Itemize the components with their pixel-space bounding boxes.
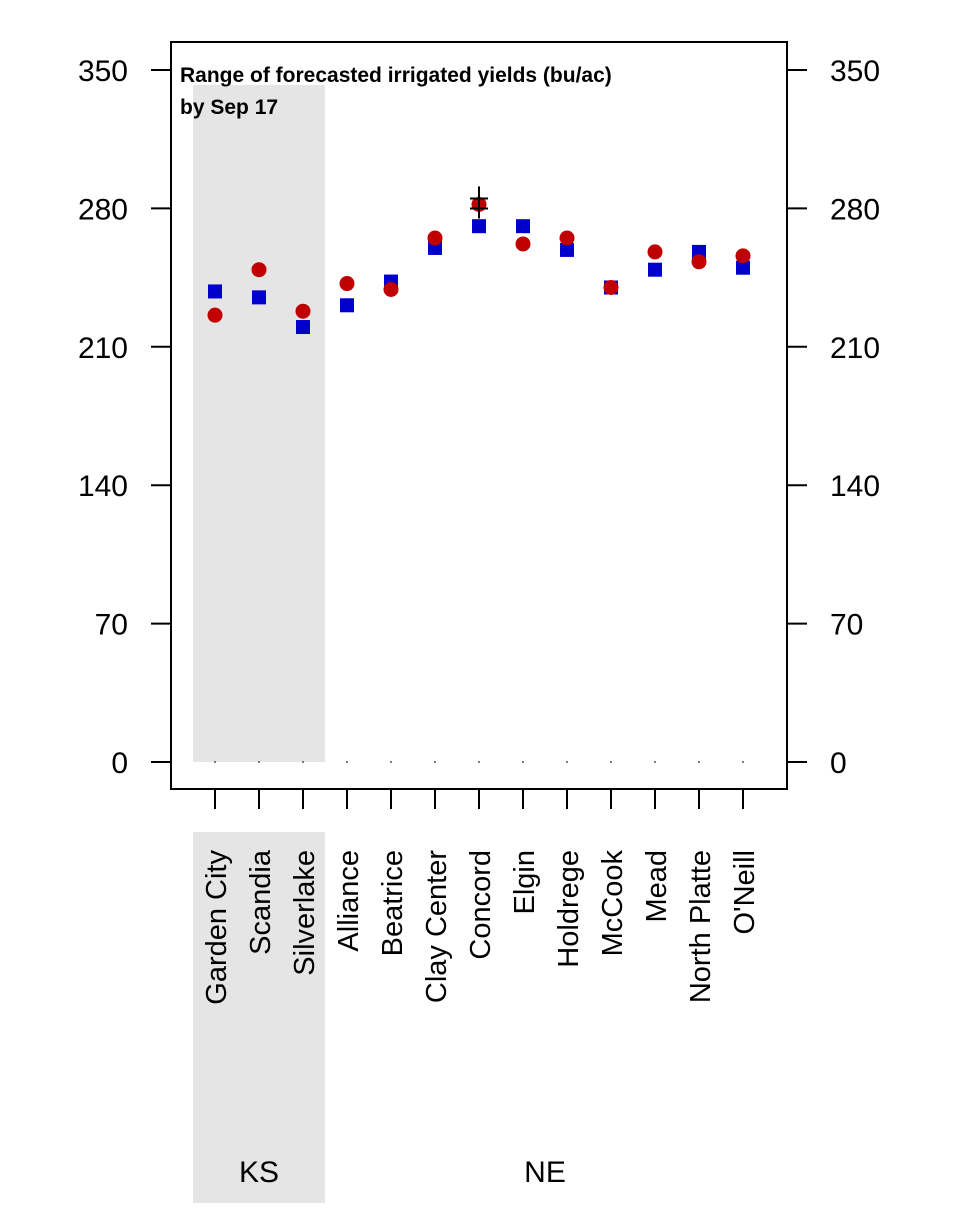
y-tick-label-left-140: 140 [78,470,128,503]
baseline-dot-garden-city [214,761,216,763]
baseline-dot-mead [654,761,656,763]
category-label-o-neill: O'Neill [729,850,761,935]
mark-layer [207,186,751,335]
circle-marker-north-platte [691,254,707,270]
y-tick-label-right-350: 350 [830,55,880,88]
y-tick-label-left-280: 280 [78,193,128,226]
category-label-scandia: Scandia [245,849,277,955]
category-label-mccook: McCook [597,850,629,957]
shade-layer [193,85,325,1203]
annotation-double-dagger-concord [470,186,488,219]
circle-marker-silverlake [295,303,311,319]
circle-marker-alliance [339,276,355,292]
y-tick-label-left-0: 0 [111,747,128,780]
y-tick-label-right-140: 140 [830,470,880,503]
baseline-dot-north-platte [698,761,700,763]
circle-marker-holdrege [559,230,575,246]
circle-marker-beatrice [383,281,399,297]
square-marker-concord [472,219,486,234]
y-tick-label-left-210: 210 [78,332,128,365]
circle-marker-mead [647,244,663,260]
y-tick-label-left-70: 70 [95,609,128,642]
category-label-alliance: Alliance [333,850,365,952]
y-tick-label-right-210: 210 [830,332,880,365]
square-marker-silverlake [296,320,310,335]
y-tick-label-left-350: 350 [78,55,128,88]
baseline-dot-alliance [346,761,348,763]
category-label-mead: Mead [641,850,673,923]
baseline-dot-clay-center [434,761,436,763]
category-label-holdrege: Holdrege [553,850,585,968]
y-tick-label-right-70: 70 [830,609,863,642]
circle-marker-garden-city [207,307,223,323]
circle-marker-clay-center [427,230,443,246]
category-label-garden-city: Garden City [201,850,233,1005]
category-label-silverlake: Silverlake [289,850,321,976]
axis-layer: 0 0 70 70 140 140 210 210 280 280 350 350 [78,55,880,809]
group-shade-plot-ks [193,85,325,762]
circle-marker-o-neill [735,248,751,264]
category-label-clay-center: Clay Center [421,850,453,1003]
baseline-dot-elgin [522,761,524,763]
category-label-beatrice: Beatrice [377,850,409,956]
circle-marker-scandia [251,262,267,278]
square-marker-mead [648,262,662,277]
label-layer: Garden City Scandia Silverlake Alliance Beat… [201,849,761,1189]
chart-title-line-1: Range of forecasted irrigated yields (bu… [180,64,612,87]
group-label-ks: KS [239,1156,279,1189]
y-tick-label-right-0: 0 [830,747,847,780]
square-marker-holdrege [560,242,574,257]
category-label-concord: Concord [465,850,497,960]
baseline-dot-concord [478,761,480,763]
circle-marker-elgin [515,236,531,252]
y-tick-label-right-280: 280 [830,193,880,226]
category-label-elgin: Elgin [509,850,541,915]
baseline-dot-mccook [610,761,612,763]
circle-marker-mccook [603,279,619,295]
square-marker-elgin [516,219,530,234]
square-marker-scandia [252,290,266,305]
group-shade-labels-ks [193,832,325,1203]
baseline-dot-silverlake [302,761,304,763]
category-label-north-platte: North Platte [685,850,717,1003]
baseline-dot-holdrege [566,761,568,763]
square-marker-o-neill [736,260,750,275]
square-marker-alliance [340,298,354,313]
baseline-dot-beatrice [390,761,392,763]
baseline-dot-o-neill [742,761,744,763]
baseline-dot-scandia [258,761,260,763]
square-marker-garden-city [208,284,222,299]
chart-title-line-2: by Sep 17 [180,96,278,119]
group-label-ne: NE [524,1156,566,1189]
